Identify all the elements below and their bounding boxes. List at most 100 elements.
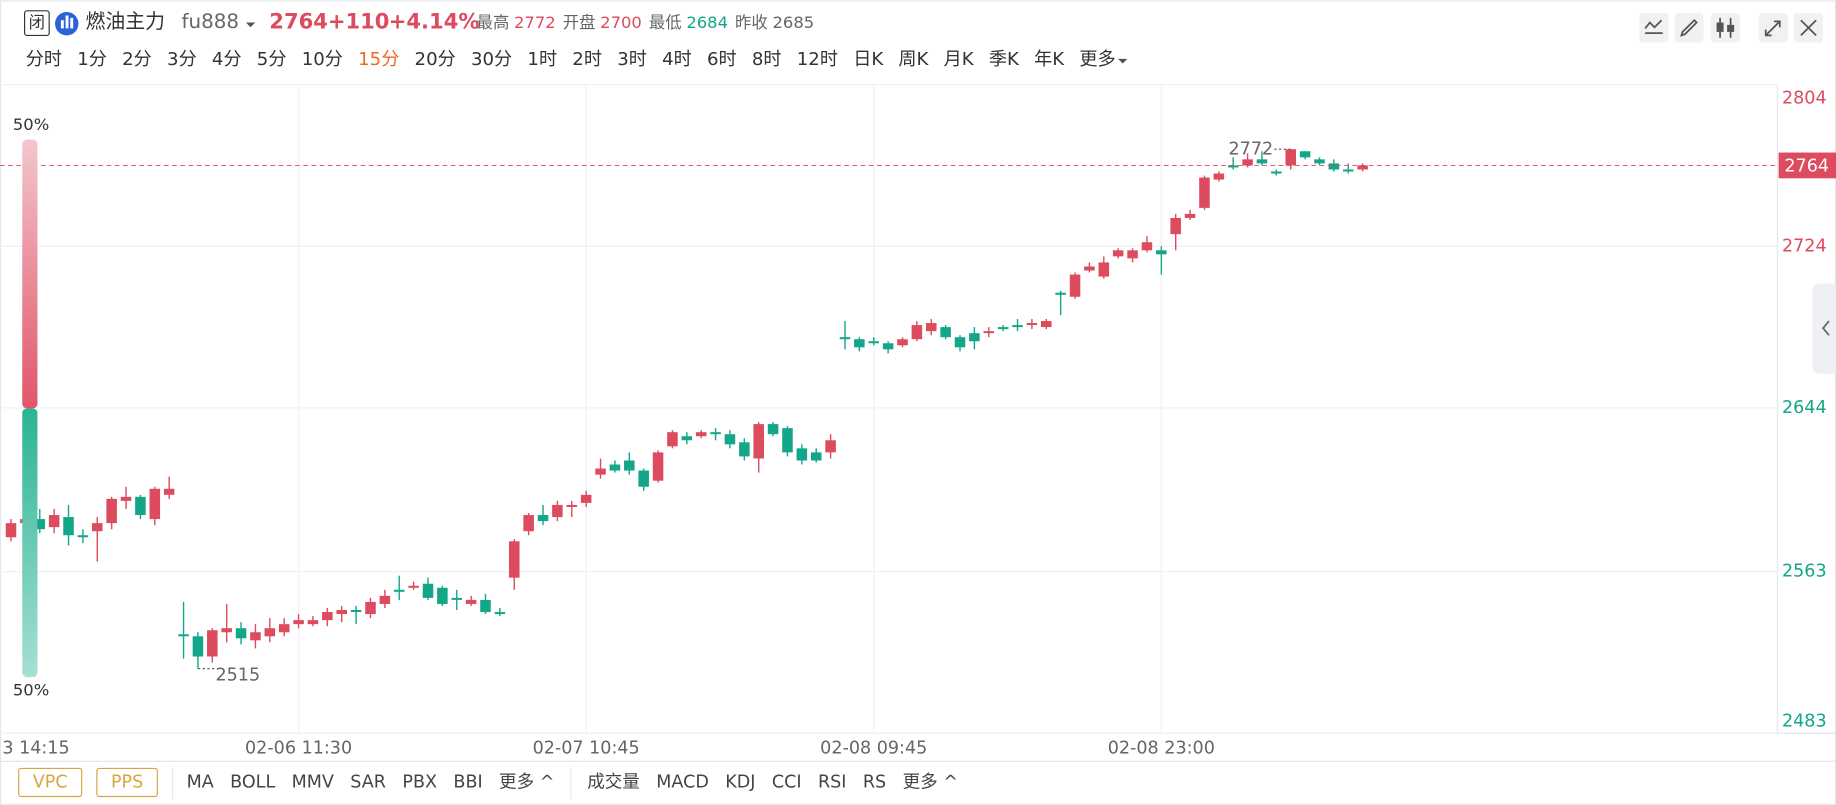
candle-body bbox=[897, 339, 908, 346]
period-tab[interactable]: 30分 bbox=[471, 49, 512, 70]
indicator-main[interactable]: PBX bbox=[402, 772, 437, 792]
period-tab[interactable]: 1分 bbox=[77, 49, 107, 70]
candle-body bbox=[1184, 213, 1196, 218]
period-tab[interactable]: 周K bbox=[898, 49, 929, 70]
y-tick-label: 2483 bbox=[1782, 712, 1827, 732]
stats: 最高 2772 开盘 2700 最低 2684 昨收 2685 bbox=[477, 13, 815, 32]
indicator-main[interactable]: MA bbox=[187, 772, 214, 792]
indicator-box[interactable] bbox=[96, 767, 158, 798]
price-change-pct: +4.14% bbox=[389, 9, 480, 34]
period-tab[interactable]: 20分 bbox=[415, 49, 456, 70]
candle-body bbox=[106, 498, 117, 524]
price-change: +110 bbox=[328, 9, 390, 34]
candle-body bbox=[997, 327, 1009, 330]
x-tick-label: 02-08 09:45 bbox=[820, 739, 927, 759]
candle-body bbox=[854, 339, 865, 348]
candle-body bbox=[911, 325, 923, 340]
stat-label: 开盘 bbox=[563, 13, 596, 32]
current-price-box bbox=[1778, 152, 1836, 179]
candle-body bbox=[796, 448, 808, 461]
indicator-box[interactable] bbox=[18, 767, 83, 798]
candle-body bbox=[1242, 159, 1253, 166]
candle-body bbox=[1069, 274, 1081, 297]
candle-body bbox=[1112, 250, 1124, 257]
period-tab[interactable]: 年K bbox=[1034, 49, 1065, 70]
candle-body bbox=[566, 504, 578, 507]
period-tab[interactable]: 10分 bbox=[302, 49, 343, 70]
period-tab[interactable]: 3分 bbox=[167, 49, 197, 70]
candle-body bbox=[480, 599, 491, 613]
period-tab[interactable]: 15分 bbox=[358, 49, 399, 70]
period-tab[interactable]: 季K bbox=[989, 49, 1020, 70]
dropdown-caret[interactable] bbox=[245, 22, 256, 28]
period-tab[interactable]: 2分 bbox=[122, 49, 152, 70]
indicator-main[interactable]: BOLL bbox=[230, 772, 275, 792]
icon-bar bbox=[60, 20, 64, 29]
indicator-main[interactable]: MMV bbox=[292, 772, 334, 792]
candle-body bbox=[192, 636, 204, 657]
side-bar: 50% 50% bbox=[13, 115, 49, 700]
candle-body bbox=[1213, 173, 1225, 180]
period-tab[interactable]: 更多 bbox=[1079, 49, 1115, 70]
candle-body bbox=[825, 440, 836, 453]
period-tab[interactable]: 5分 bbox=[257, 49, 287, 70]
period-tab[interactable]: 日K bbox=[853, 49, 884, 70]
indicator-main[interactable]: SAR bbox=[350, 772, 386, 792]
period-tab[interactable]: 1时 bbox=[527, 49, 557, 70]
period-tab[interactable]: 4时 bbox=[662, 49, 692, 70]
candle-body bbox=[1256, 159, 1268, 164]
indicator-sub[interactable]: MACD bbox=[656, 772, 709, 792]
candle-body bbox=[552, 504, 563, 518]
candle-body bbox=[1141, 242, 1153, 251]
candle-body bbox=[451, 597, 463, 600]
indicator-sub[interactable]: 成交量 bbox=[587, 772, 640, 792]
candle-body bbox=[163, 488, 175, 495]
candle-body bbox=[250, 632, 261, 641]
tool-draw[interactable] bbox=[1674, 13, 1704, 43]
candle-body bbox=[767, 424, 779, 435]
axes: 2483 2563 2644 2724 2804 3 14:15 02-06 11:30 02… bbox=[0, 89, 1836, 759]
status: 闭 bbox=[29, 13, 45, 32]
period-tab[interactable]: 2时 bbox=[572, 49, 602, 70]
y-tick-label: 2724 bbox=[1782, 236, 1827, 256]
symbol-code[interactable]: fu888 bbox=[181, 10, 239, 33]
candle-body bbox=[580, 494, 592, 503]
candle-body bbox=[1098, 262, 1110, 277]
candle-body bbox=[695, 432, 707, 437]
period-tab[interactable]: 月K bbox=[944, 49, 975, 70]
stat-value: 2684 bbox=[686, 13, 728, 32]
period-tab[interactable]: 3时 bbox=[617, 49, 647, 70]
symbol-name[interactable]: 燃油主力 bbox=[85, 10, 165, 33]
period-tab[interactable]: 6时 bbox=[707, 49, 737, 70]
indicator-sub[interactable]: KDJ bbox=[725, 772, 755, 792]
candle-body bbox=[624, 460, 635, 471]
period-tab[interactable]: 12时 bbox=[797, 49, 838, 70]
x-tick-label: 02-06 11:30 bbox=[245, 739, 352, 759]
candle-body bbox=[322, 612, 333, 621]
candle-body bbox=[710, 432, 721, 435]
candle-body bbox=[1055, 292, 1066, 295]
candle-body bbox=[293, 620, 304, 625]
indicator-sub[interactable]: RSI bbox=[818, 772, 847, 792]
indicator-boxed[interactable]: PPS bbox=[111, 772, 143, 792]
indicator-sub[interactable]: CCI bbox=[772, 772, 802, 792]
indicator-main[interactable]: BBI bbox=[453, 772, 482, 792]
candle-body bbox=[92, 523, 103, 532]
candle-body bbox=[264, 628, 276, 637]
tool-icon bbox=[1800, 19, 1817, 37]
period-tab[interactable]: 4分 bbox=[212, 49, 242, 70]
tool-candle[interactable] bbox=[1710, 13, 1740, 43]
indicator-sub[interactable]: 更多 ^ bbox=[903, 772, 958, 792]
tool-icon bbox=[1727, 24, 1735, 32]
candle-body bbox=[969, 333, 980, 342]
period-tab[interactable]: 8时 bbox=[752, 49, 782, 70]
candle-body bbox=[1328, 163, 1340, 170]
indicator-main[interactable]: 更多 ^ bbox=[499, 772, 554, 792]
stat-label: 最低 bbox=[649, 13, 682, 32]
indicator-boxed[interactable]: VPC bbox=[33, 772, 68, 792]
period-tab[interactable]: 分时 bbox=[26, 49, 62, 70]
indicator-sub[interactable]: RS bbox=[863, 772, 886, 792]
candle-body bbox=[350, 610, 362, 613]
candle-body bbox=[739, 442, 750, 457]
icon-bar bbox=[70, 17, 74, 29]
